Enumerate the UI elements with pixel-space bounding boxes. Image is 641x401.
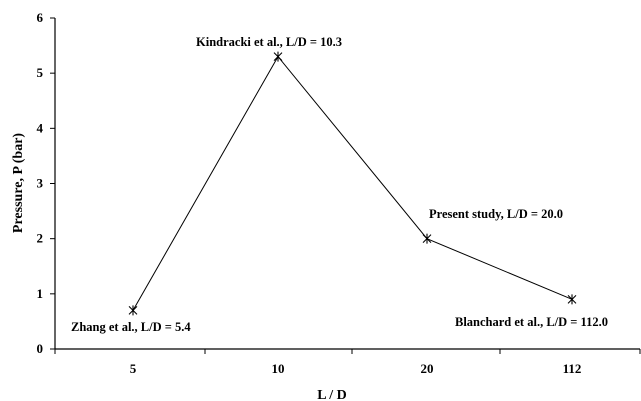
y-axis-ticks: 0 1 2 3 4 5 6	[37, 10, 55, 356]
data-point-marker	[128, 305, 138, 316]
data-markers	[128, 51, 577, 316]
annotation-present-study: Present study, L/D = 20.0	[429, 207, 563, 221]
y-tick-label: 5	[37, 65, 44, 80]
y-tick-label: 6	[37, 10, 44, 25]
x-tick-label: 5	[130, 361, 137, 376]
y-tick-label: 0	[37, 341, 44, 356]
y-tick-label: 1	[37, 286, 44, 301]
x-tick-label: 10	[272, 361, 285, 376]
y-tick-label: 4	[37, 120, 44, 135]
y-tick-label: 2	[37, 231, 44, 246]
pressure-series-line	[132, 55, 573, 311]
data-point-marker	[273, 51, 283, 62]
data-point-marker	[567, 294, 577, 305]
x-tick-label: 112	[563, 361, 582, 376]
y-tick-label: 3	[37, 176, 44, 191]
y-axis-title: Pressure, P (bar)	[11, 133, 26, 234]
x-tick-label: 20	[421, 361, 434, 376]
annotation-blanchard: Blanchard et al., L/D = 112.0	[455, 315, 608, 329]
annotation-kindracki: Kindracki et al., L/D = 10.3	[196, 35, 342, 49]
annotation-zhang: Zhang et al., L/D = 5.4	[71, 320, 191, 334]
data-annotations: Zhang et al., L/D = 5.4 Kindracki et al.…	[71, 35, 608, 334]
x-axis-ticks: 5 10 20 112	[54, 349, 641, 376]
x-axis-title: L / D	[317, 388, 347, 401]
data-point-marker	[422, 233, 432, 244]
